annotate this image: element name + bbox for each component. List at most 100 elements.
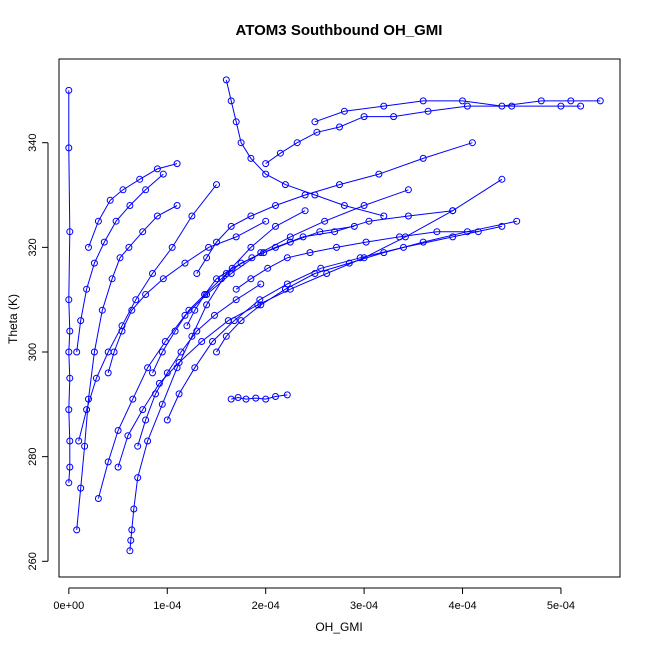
data-point	[247, 243, 255, 251]
series-line	[78, 184, 217, 442]
data-point	[118, 327, 126, 335]
series-line	[235, 231, 479, 290]
data-point	[106, 196, 114, 204]
data-point	[336, 123, 343, 131]
data-point	[380, 102, 388, 110]
data-point	[340, 202, 348, 209]
data-point	[175, 359, 183, 366]
data-point	[404, 212, 412, 220]
data-point	[232, 233, 240, 241]
data-point	[228, 264, 236, 272]
series-line	[117, 178, 503, 468]
data-point	[125, 243, 133, 251]
data-point	[127, 536, 135, 544]
series-line	[231, 394, 288, 400]
data-point	[124, 432, 132, 440]
data-point	[390, 113, 398, 121]
data-point	[213, 275, 220, 283]
data-point	[183, 322, 191, 330]
data-point	[128, 526, 136, 534]
data-point	[272, 393, 279, 400]
data-point	[191, 364, 199, 372]
data-point	[149, 270, 156, 277]
data-point	[222, 332, 230, 340]
data-point	[168, 243, 176, 251]
data-point	[81, 442, 89, 450]
data-point	[299, 233, 307, 241]
series-group	[65, 86, 74, 487]
data-point	[144, 437, 152, 445]
data-point	[404, 186, 412, 194]
data-point	[83, 406, 91, 414]
data-point	[65, 348, 73, 356]
series-group	[183, 207, 457, 330]
data-point	[227, 222, 235, 230]
data-point	[247, 275, 255, 283]
data-point	[188, 212, 196, 220]
data-point	[94, 495, 102, 502]
data-point	[173, 160, 181, 168]
data-point	[65, 479, 73, 487]
data-point	[260, 249, 268, 257]
data-point	[257, 280, 265, 288]
x-tick-label: 2e-04	[252, 600, 280, 612]
data-point	[237, 259, 245, 267]
data-point	[211, 311, 218, 319]
data-point	[596, 97, 604, 105]
x-tick-label: 1e-04	[153, 600, 181, 612]
series-line	[137, 283, 262, 447]
series-group	[213, 217, 521, 356]
x-axis-label: OH_GMI	[315, 620, 362, 634]
data-point	[65, 144, 73, 152]
data-point	[163, 416, 171, 424]
data-point	[66, 327, 74, 335]
y-tick-label: 260	[27, 552, 39, 570]
data-point	[159, 170, 167, 178]
data-point	[75, 437, 83, 445]
y-axis: 260 280 300 320 340	[27, 134, 49, 570]
data-point	[181, 259, 189, 267]
data-point	[134, 442, 142, 450]
data-point	[119, 186, 127, 194]
data-point	[203, 301, 211, 309]
data-point	[175, 390, 183, 398]
series-line	[107, 220, 266, 374]
data-point	[193, 270, 201, 277]
x-tick-label: 5e-04	[547, 600, 575, 612]
data-point	[108, 275, 116, 283]
data-point	[73, 526, 81, 534]
data-point	[66, 374, 74, 382]
data-point	[209, 338, 216, 345]
data-point	[77, 484, 85, 492]
data-point	[158, 348, 166, 356]
y-axis-label: Theta (K)	[6, 294, 20, 344]
data-point	[262, 160, 270, 168]
series-group	[134, 280, 265, 450]
data-point	[94, 217, 102, 225]
data-point	[65, 86, 73, 94]
data-point	[311, 270, 319, 277]
series-layer	[65, 76, 604, 555]
data-point	[142, 186, 150, 194]
data-point	[213, 181, 220, 189]
data-point	[90, 348, 98, 356]
series-line	[314, 100, 601, 123]
data-point	[227, 395, 235, 403]
data-point	[142, 416, 150, 424]
data-point	[400, 243, 407, 251]
data-point	[262, 170, 270, 178]
data-point	[224, 317, 232, 325]
series-line	[88, 163, 178, 248]
data-point	[316, 228, 324, 236]
data-point	[254, 301, 262, 309]
data-point	[234, 394, 242, 401]
data-point	[222, 76, 230, 84]
data-point	[449, 207, 457, 215]
data-point	[128, 306, 136, 314]
data-point	[201, 291, 209, 298]
y-tick-label: 340	[27, 134, 39, 152]
x-tick-label: 3e-04	[350, 600, 378, 612]
data-point	[126, 547, 134, 555]
data-point	[227, 97, 235, 105]
